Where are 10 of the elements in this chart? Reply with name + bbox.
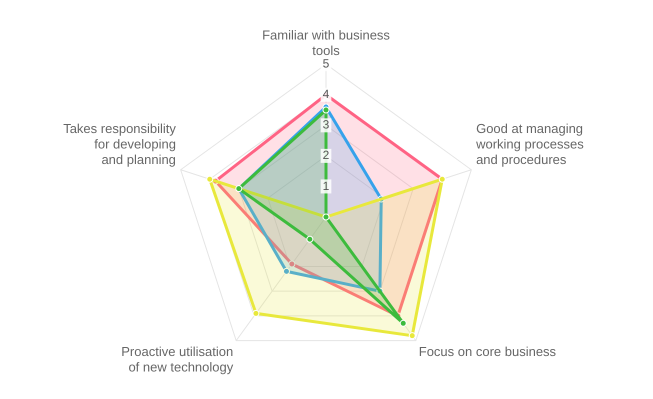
y-tick-label: 3 [322, 118, 330, 132]
y-tick-label: 5 [322, 56, 330, 71]
y-tick-label: 2 [322, 148, 330, 162]
spoke-label: Familiar with business tools [262, 27, 390, 58]
spoke-label: Proactive utilisation of new technology [121, 344, 234, 375]
y-tick-label: 1 [322, 178, 330, 193]
spoke-label: Good at managing working processes and procedures [475, 120, 584, 168]
spoke-label: Takes responsibility for developing and planning [63, 120, 176, 168]
spoke-label: Focus on core business [418, 344, 557, 360]
y-tick-label: 4 [322, 87, 330, 102]
